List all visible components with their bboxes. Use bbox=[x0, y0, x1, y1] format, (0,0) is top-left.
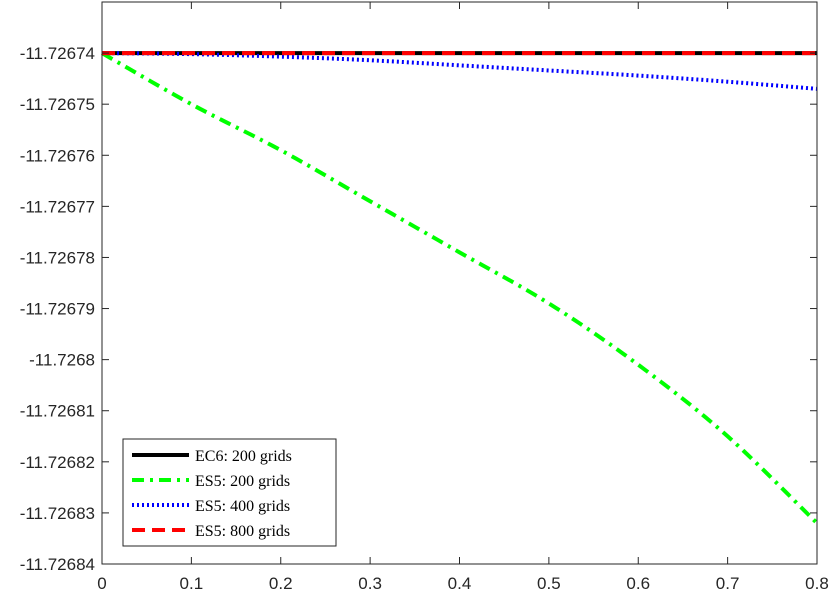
y-tick-label: -11.7268 bbox=[29, 351, 95, 370]
x-tick-label: 0.2 bbox=[269, 574, 293, 593]
legend-entry-1: EC6: 200 grids bbox=[195, 448, 292, 465]
x-tick-label: 0.7 bbox=[716, 574, 740, 593]
legend-entry-4: ES5: 800 grids bbox=[195, 523, 290, 540]
series-layer bbox=[101, 51, 819, 525]
y-tick-label: -11.72681 bbox=[20, 402, 95, 421]
x-tick-label: 0 bbox=[97, 574, 106, 593]
x-tick-label: 0.5 bbox=[537, 574, 561, 593]
x-tick-label: 0.6 bbox=[626, 574, 650, 593]
y-tick-label: -11.72676 bbox=[20, 146, 95, 165]
legend-entry-3: ES5: 400 grids bbox=[195, 498, 290, 515]
y-tick-label: -11.72679 bbox=[20, 300, 95, 319]
y-tick-label: -11.72677 bbox=[20, 197, 95, 216]
y-tick-label: -11.72682 bbox=[20, 453, 95, 472]
y-tick-label: -11.72684 bbox=[20, 555, 95, 574]
legend-entry-2: ES5: 200 grids bbox=[195, 473, 290, 490]
y-tick-label: -11.72678 bbox=[20, 248, 95, 267]
series-line-2 bbox=[101, 51, 819, 525]
x-tick-label: 0.8 bbox=[805, 574, 829, 593]
x-tick-label: 0.1 bbox=[180, 574, 204, 593]
x-tick-label: 0.4 bbox=[448, 574, 472, 593]
y-tick-label: -11.72675 bbox=[20, 95, 95, 114]
legend: EC6: 200 grids ES5: 200 grids ES5: 400 gri… bbox=[122, 438, 337, 547]
x-tick-label: 0.3 bbox=[358, 574, 382, 593]
series-line-3 bbox=[101, 51, 818, 91]
y-tick-label: -11.72674 bbox=[20, 44, 95, 63]
ticks-layer: 0 0.1 0.2 0.3 0.4 0.5 0.6 0.7 0.8 -11.72674 -11.72… bbox=[20, 2, 829, 593]
y-tick-label: -11.72683 bbox=[20, 504, 95, 523]
